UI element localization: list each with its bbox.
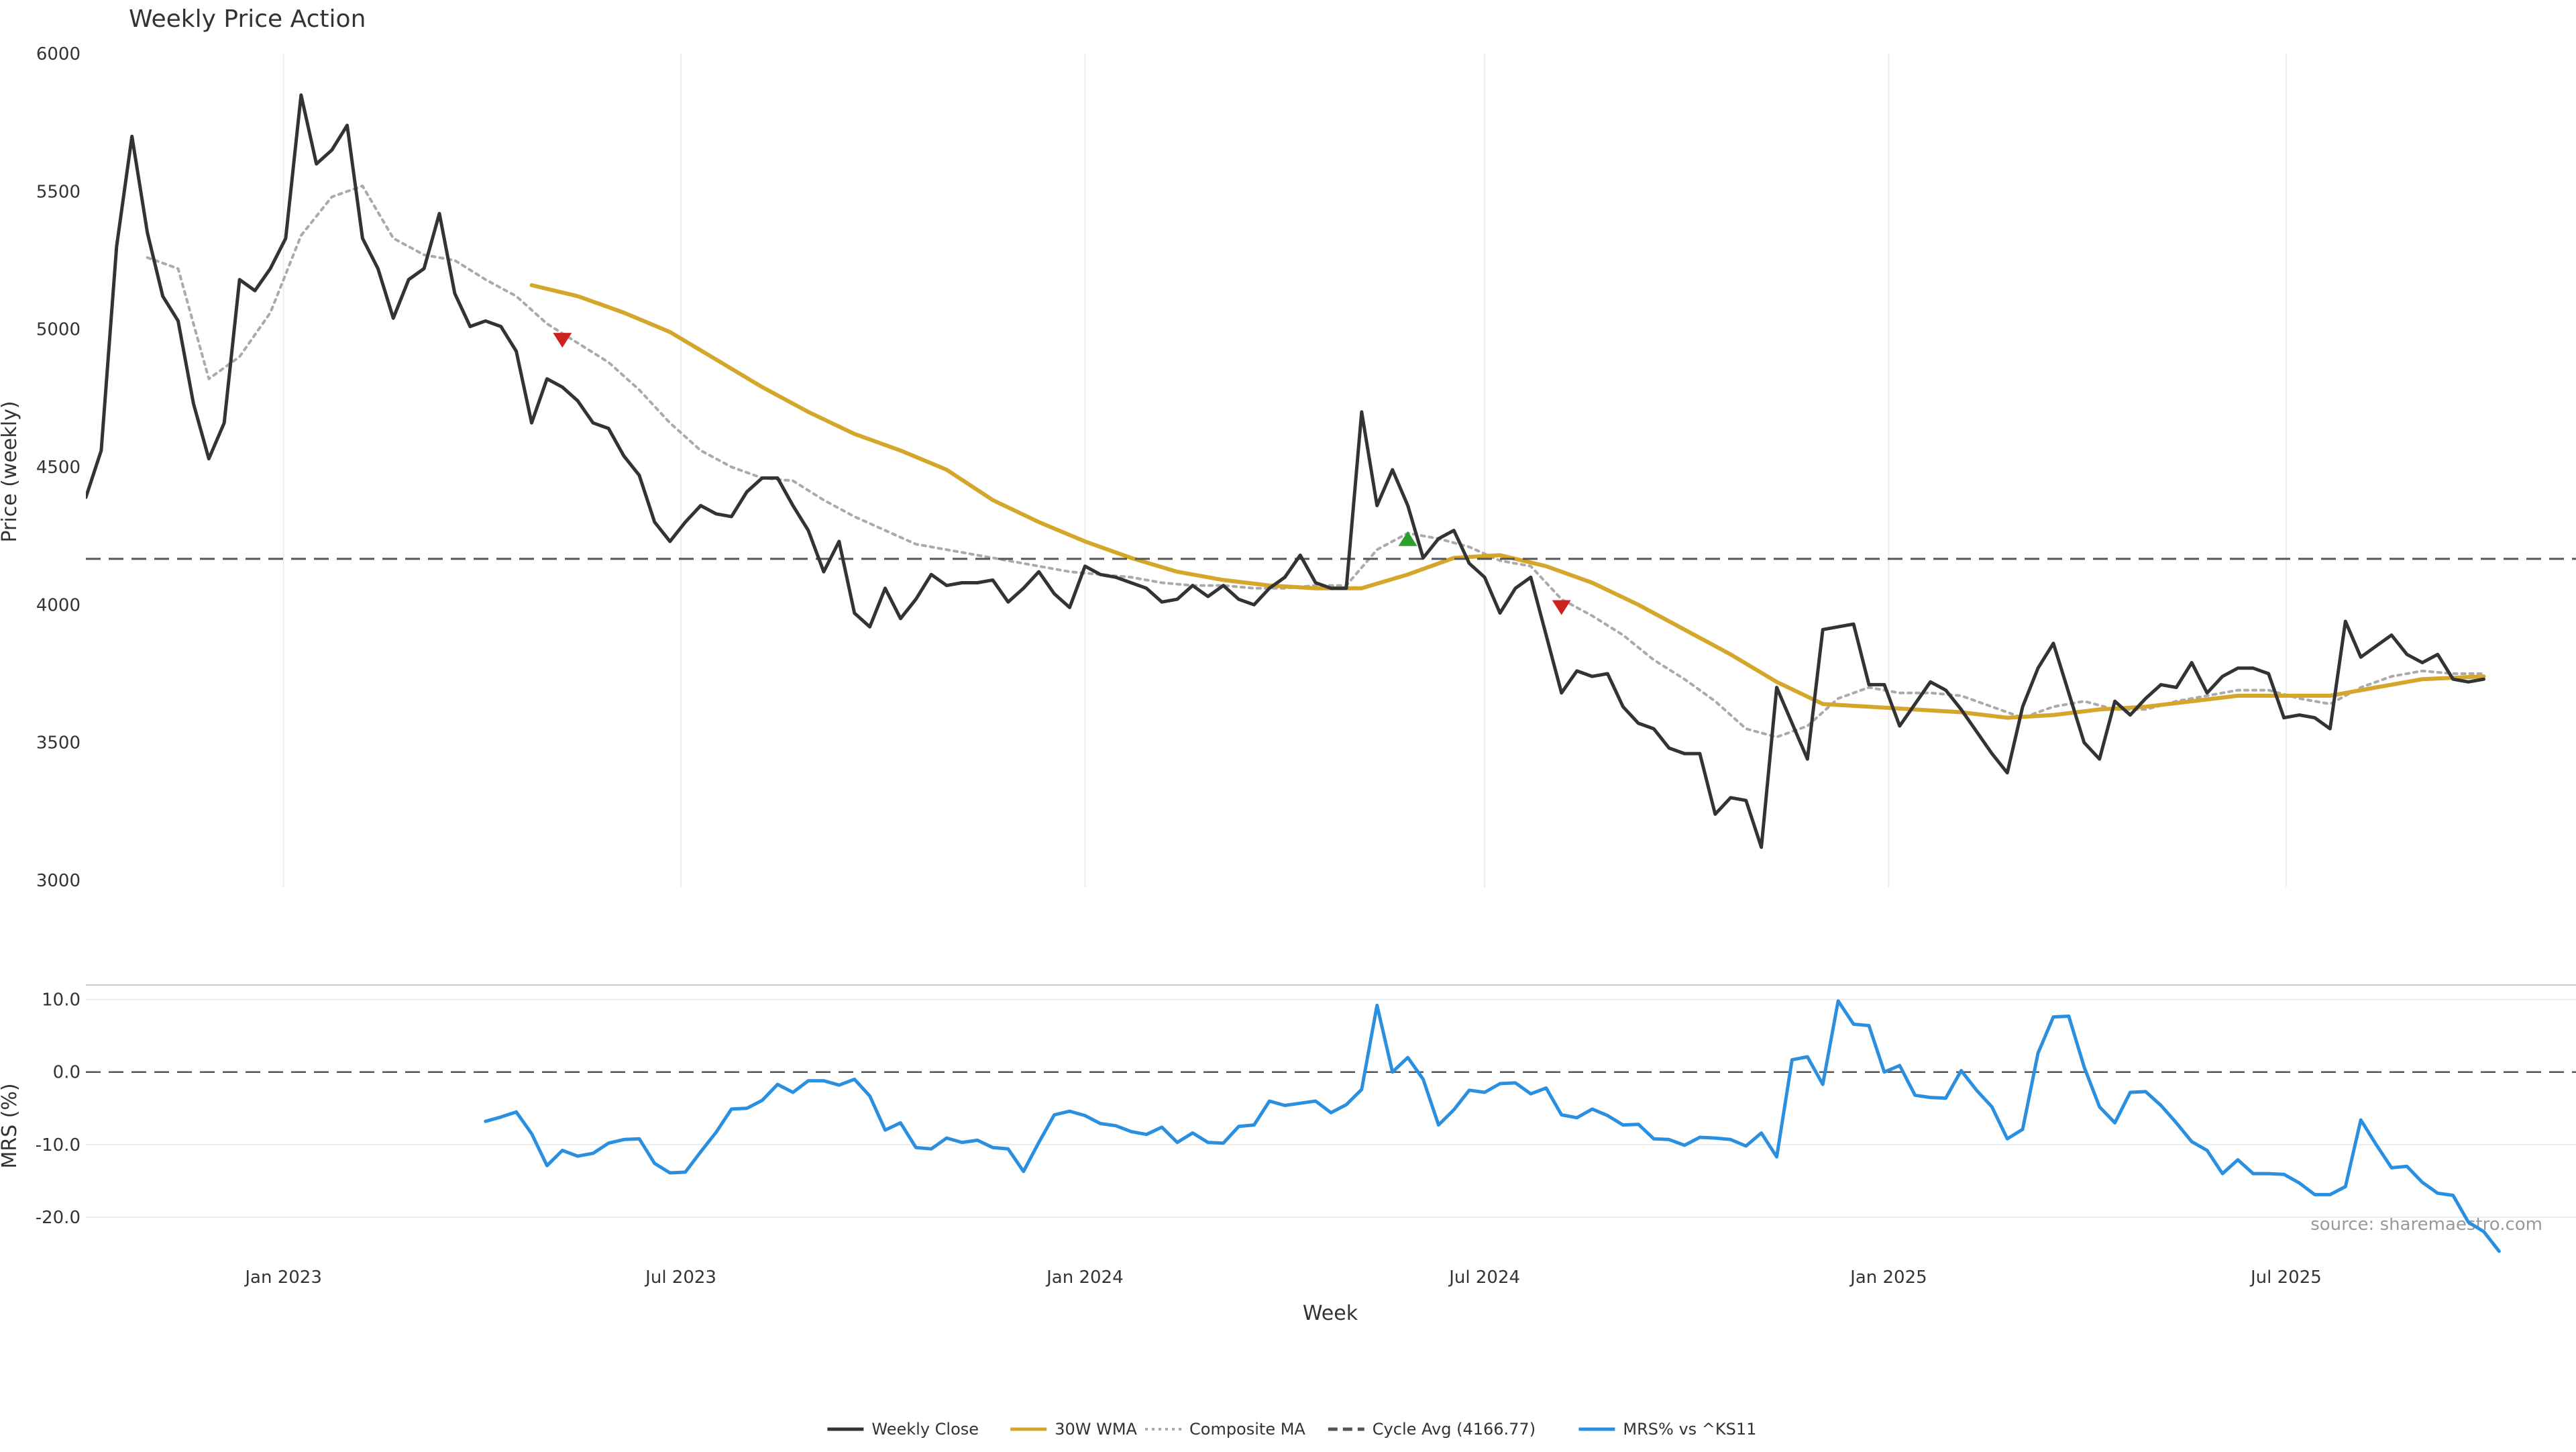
wma-30w-line <box>529 283 2486 720</box>
legend-label: Composite MA <box>1189 1420 1305 1439</box>
mrs-y-tick-label: -20.0 <box>36 1208 80 1228</box>
buy-signal-marker <box>1398 531 1417 546</box>
legend-item: Cycle Avg (4166.77) <box>1328 1420 1536 1439</box>
chart-title: Weekly Price Action <box>129 5 366 33</box>
mrs-axis-label: MRS (%) <box>0 1083 21 1168</box>
price-y-tick-label: 5500 <box>36 182 80 202</box>
sell-signal-marker <box>1552 600 1571 615</box>
price-y-tick-label: 3000 <box>36 871 80 891</box>
mrs-line <box>484 999 2501 1253</box>
composite-ma-line <box>146 185 2485 739</box>
legend-item: Weekly Close <box>827 1420 979 1439</box>
x-tick-label: Jul 2023 <box>644 1267 716 1288</box>
legend-item: Composite MA <box>1145 1420 1305 1439</box>
x-tick-label: Jan 2023 <box>244 1267 322 1288</box>
legend-item: 30W WMA <box>1010 1420 1138 1439</box>
mrs-y-tick-label: -10.0 <box>36 1135 80 1155</box>
legend-label: 30W WMA <box>1055 1420 1137 1439</box>
x-tick-label: Jan 2025 <box>1849 1267 1927 1288</box>
price-axis-label: Price (weekly) <box>0 401 21 542</box>
legend-item: MRS% vs ^KS11 <box>1578 1420 1756 1439</box>
sell-signal-marker <box>553 333 572 348</box>
x-tick-label: Jan 2024 <box>1045 1267 1124 1288</box>
source-watermark: source: sharemaestro.com <box>2310 1214 2542 1235</box>
legend-label: MRS% vs ^KS11 <box>1623 1420 1756 1439</box>
mrs-y-tick-label: 10.0 <box>42 990 80 1010</box>
x-axis-label: Week <box>1303 1302 1358 1325</box>
mrs-y-tick-label: 0.0 <box>53 1063 80 1083</box>
legend: Weekly Close 30W WMA Composite MA Cycle Avg… <box>827 1420 1756 1439</box>
weekly-close-line <box>86 93 2485 849</box>
price-y-tick-label: 5000 <box>36 320 80 340</box>
legend-label: Weekly Close <box>871 1420 979 1439</box>
price-series-group <box>86 93 2576 849</box>
x-tick-label: Jul 2025 <box>2249 1267 2322 1288</box>
price-y-tick-label: 4500 <box>36 458 80 478</box>
price-y-tick-label: 3500 <box>36 733 80 754</box>
price-y-tick-label: 4000 <box>36 595 80 615</box>
legend-label: Cycle Avg (4166.77) <box>1373 1420 1536 1439</box>
plot-layer: Jan 2023 Jul 2023 Jan 2024 Jul 2024 Jan 2025… <box>36 44 2576 1288</box>
x-tick-label: Jul 2024 <box>1448 1267 1520 1288</box>
price-y-tick-label: 6000 <box>36 44 80 64</box>
